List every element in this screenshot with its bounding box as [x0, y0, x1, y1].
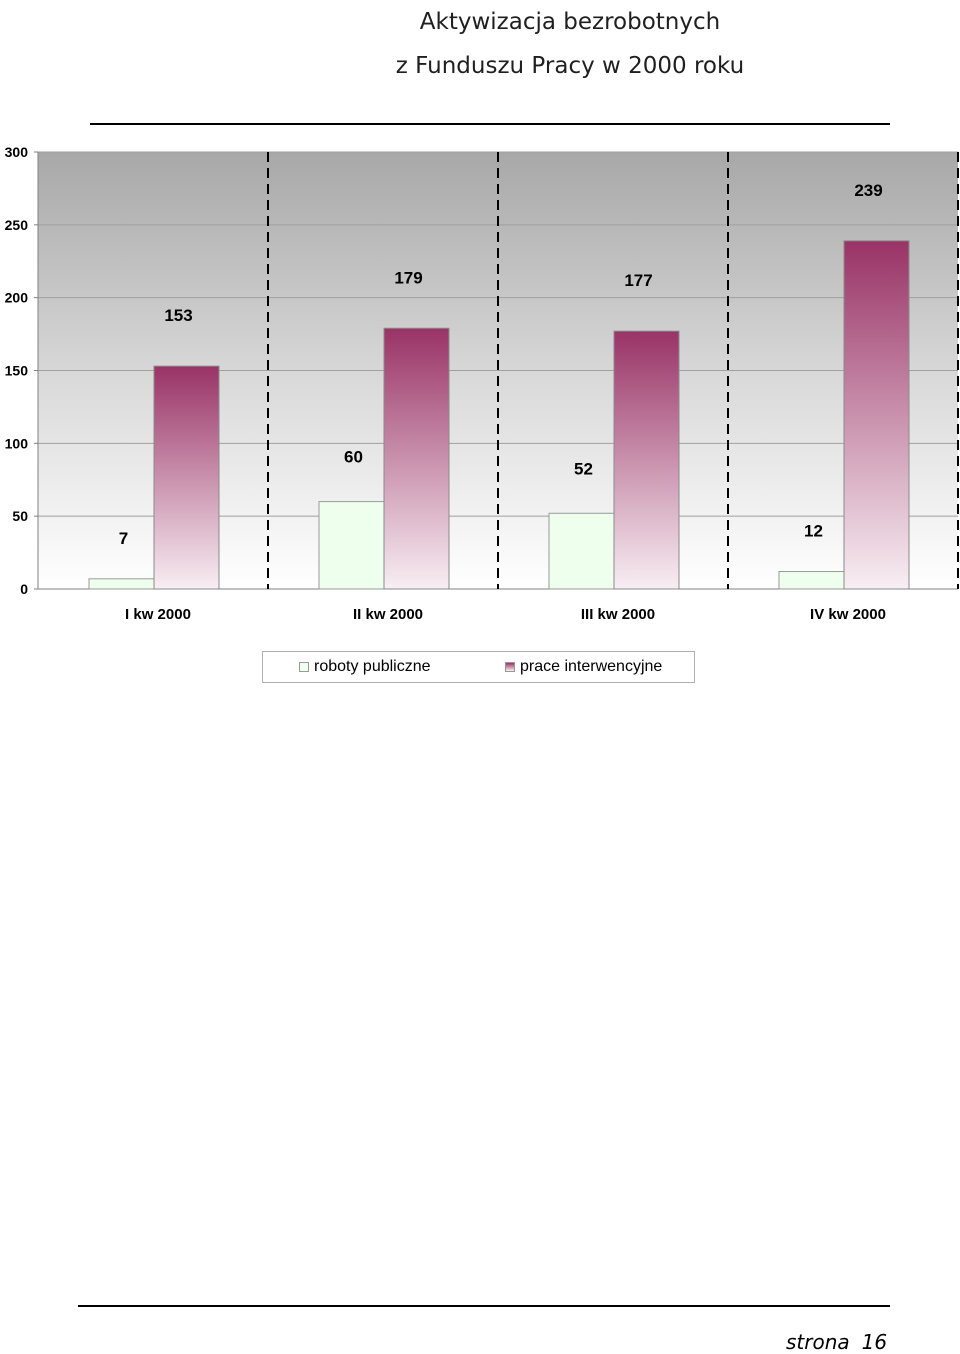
- bar: [153, 365, 220, 590]
- data-label: 52: [574, 459, 593, 478]
- y-tick-label: 0: [20, 581, 28, 597]
- bar: [778, 571, 845, 590]
- bar: [843, 240, 910, 590]
- y-tick-label: 300: [5, 144, 29, 160]
- legend-item-prace-interwencyjne: prace interwencyjne: [505, 658, 662, 676]
- bar: [548, 512, 615, 590]
- bar: [88, 578, 155, 590]
- data-label: 239: [854, 181, 882, 200]
- chart-legend: roboty publiczne prace interwencyjne: [262, 651, 695, 683]
- page-footer: strona 16: [786, 1330, 899, 1354]
- legend-label-roboty-publiczne: roboty publiczne: [314, 658, 431, 675]
- data-label: 7: [119, 529, 128, 548]
- x-tick-label: I kw 2000: [125, 606, 191, 623]
- bar-chart: 0 50 100 150 200 250 300 7 153 I kw 2000 60 179 II k…: [5, 144, 959, 623]
- title-line-2: z Funduszu Pracy w 2000 roku: [395, 53, 745, 79]
- data-label: 12: [804, 522, 823, 541]
- chart-title: Aktywizacja bezrobotnych z Funduszu Prac…: [280, 0, 860, 88]
- legend-swatch-prace-interwencyjne: [505, 662, 515, 672]
- footer-rule: [78, 1305, 890, 1307]
- legend-label-prace-interwencyjne: prace interwencyjne: [520, 658, 663, 675]
- bar: [318, 501, 385, 590]
- data-label: 179: [394, 268, 422, 287]
- data-label: 177: [624, 271, 652, 290]
- page-number: 16: [861, 1330, 888, 1354]
- data-label: 60: [344, 448, 363, 467]
- y-tick-label: 200: [5, 290, 29, 306]
- y-tick-label: 150: [5, 363, 29, 379]
- footer-label: strona: [786, 1330, 850, 1354]
- legend-swatch-roboty-publiczne: [299, 662, 309, 672]
- legend-item-roboty-publiczne: roboty publiczne: [299, 658, 431, 676]
- bar: [613, 330, 680, 590]
- x-tick-label: II kw 2000: [353, 606, 423, 623]
- bar: [383, 327, 450, 590]
- y-tick-label: 250: [5, 217, 29, 233]
- y-tick-label: 50: [12, 508, 28, 524]
- y-tick-label: 100: [5, 435, 29, 451]
- x-tick-label: IV kw 2000: [810, 606, 886, 623]
- header-rule: [90, 123, 890, 125]
- title-line-1: Aktywizacja bezrobotnych: [419, 9, 721, 35]
- data-label: 153: [164, 306, 192, 325]
- x-tick-label: III kw 2000: [581, 606, 655, 623]
